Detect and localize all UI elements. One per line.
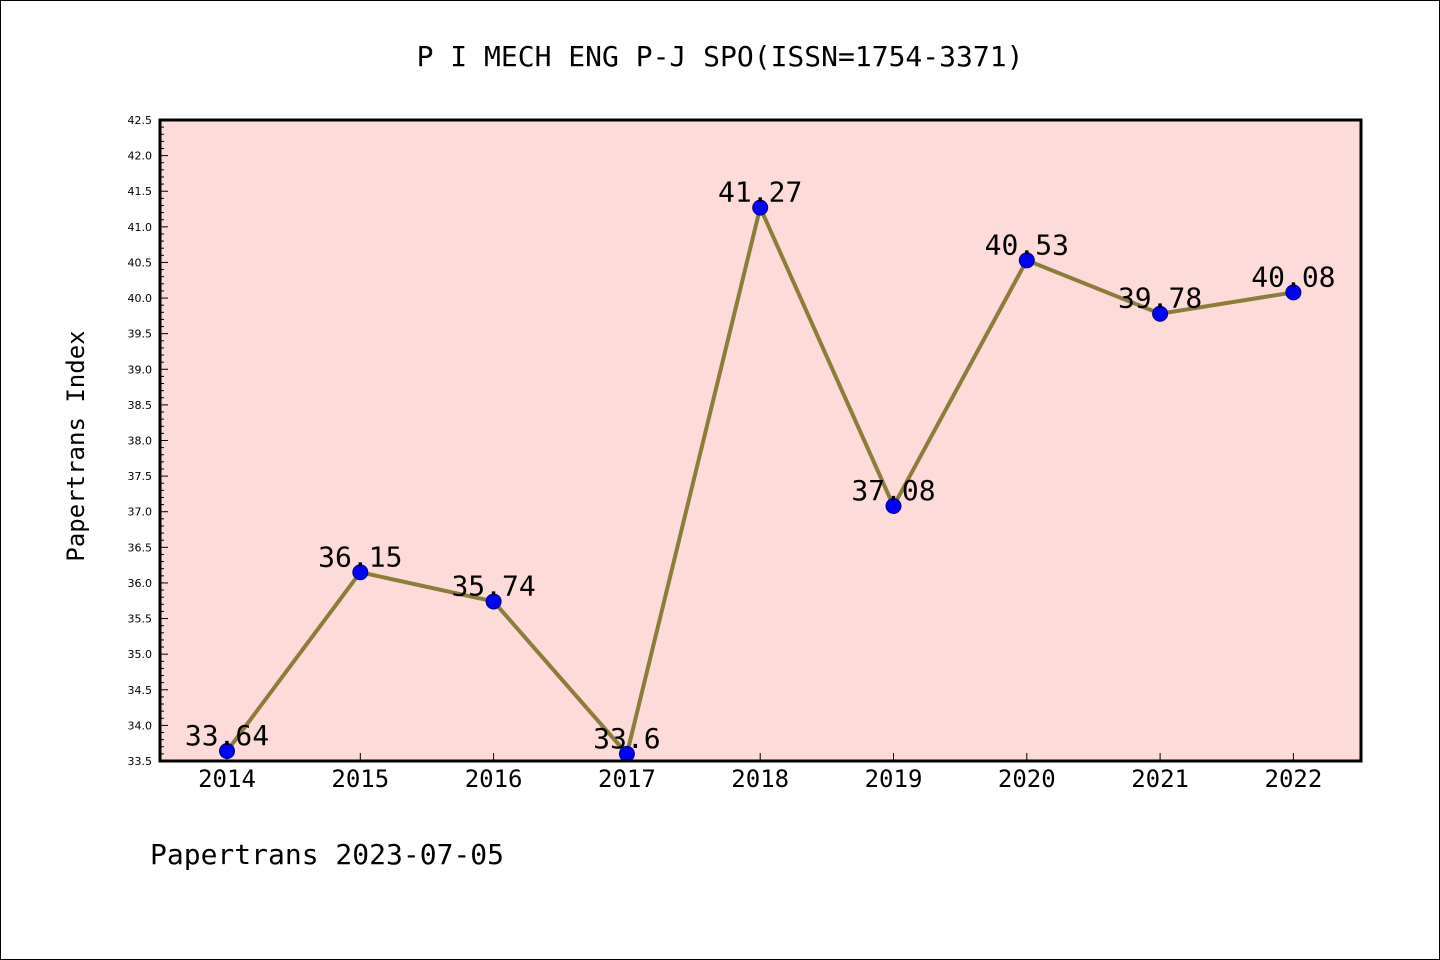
y-tick-label: 41.5 [128,185,153,198]
data-point [1285,284,1302,301]
y-axis: 33.5 34.0 34.5 35.0 35.5 36.0 36.5 37.0 37.5 38.0… [128,114,168,768]
footer-text: Papertrans 2023-07-05 [150,838,504,871]
x-tick-label: 2015 [331,765,389,793]
series-markers [219,199,1302,762]
data-point [885,498,902,515]
x-tick-label: 2021 [1131,765,1189,793]
data-label: 33.64 [185,719,269,752]
y-tick-label: 40.0 [128,292,153,305]
data-labels: 33.64 36.15 35.74 33.6 41.27 37.08 40.53 39.78 4… [185,176,1336,755]
y-tick-label: 34.0 [128,719,153,732]
data-point [485,593,502,610]
y-tick-label: 36.5 [128,541,153,554]
data-point [752,199,769,216]
y-tick-label: 33.5 [128,755,153,768]
y-axis-label: Papertrans Index [62,330,90,561]
x-tick-label: 2014 [198,765,256,793]
y-tick-label: 38.5 [128,399,153,412]
y-tick-label: 37.0 [128,506,153,519]
x-tick-label: 2018 [731,765,789,793]
y-tick-label: 42.0 [128,150,153,163]
y-tick-label: 37.5 [128,470,153,483]
y-tick-label: 40.5 [128,256,153,269]
data-label: 40.53 [985,228,1069,261]
data-label: 33.6 [593,722,660,755]
data-label: 35.74 [451,569,535,602]
data-label: 39.78 [1118,282,1202,315]
y-tick-label: 38.0 [128,435,153,448]
x-tick-label: 2019 [865,765,923,793]
y-tick-label: 34.5 [128,684,153,697]
x-tick-label: 2020 [998,765,1056,793]
y-tick-label: 35.0 [128,648,153,661]
data-label: 36.15 [318,540,402,573]
data-point [219,743,235,760]
y-tick-label: 39.0 [128,363,153,376]
data-point [1018,252,1035,269]
data-label: 41.27 [718,176,802,209]
data-point [352,564,369,581]
x-axis: 2014 2015 2016 2017 2018 2019 2020 2021 2022 [198,753,1322,793]
data-label: 37.08 [851,474,935,507]
data-label: 40.08 [1251,260,1335,293]
y-tick-label: 41.0 [128,221,153,234]
x-tick-label: 2016 [465,765,523,793]
chart-title: P I MECH ENG P-J SPO(ISSN=1754-3371) [417,40,1024,73]
data-point [1152,305,1169,322]
y-tick-label: 39.5 [128,328,153,341]
plot-border [158,118,1363,763]
x-tick-label: 2017 [598,765,656,793]
x-tick-label: 2022 [1265,765,1323,793]
y-tick-label: 42.5 [128,114,153,127]
plot-area [160,120,1361,761]
y-tick-label: 35.5 [128,613,153,626]
y-tick-label: 36.0 [128,577,153,590]
